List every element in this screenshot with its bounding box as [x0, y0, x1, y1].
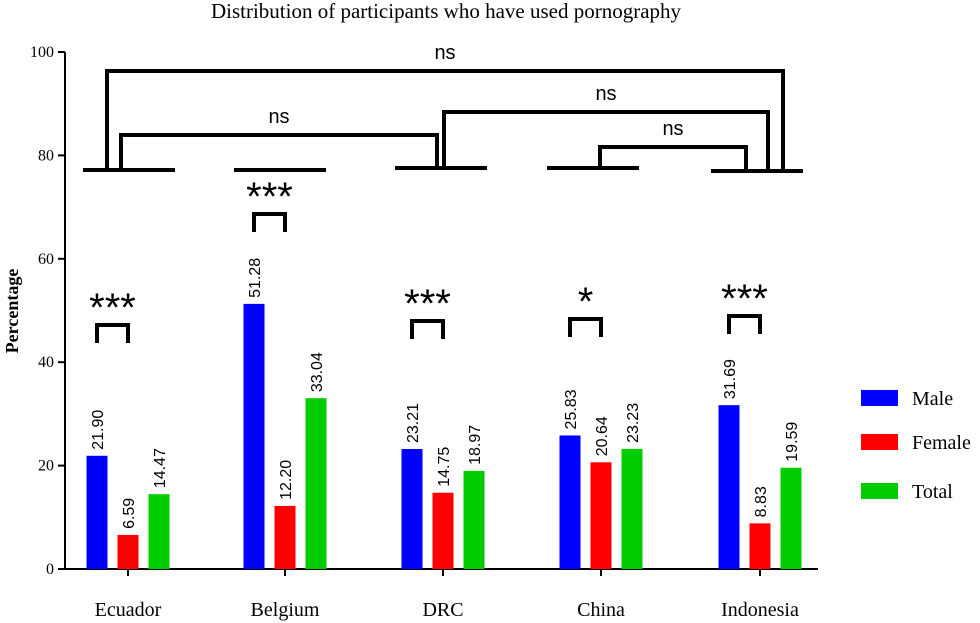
legend-label-female: Female: [912, 432, 971, 454]
data-label: 20.64: [594, 416, 611, 456]
within-sig-label: *: [578, 280, 594, 324]
axes: 0 20 40 60 80 100 Ecuador Belgium DRC China Indone…: [30, 44, 818, 621]
bar-female: [274, 505, 296, 569]
y-tick-label: 100: [30, 44, 54, 61]
legend: Male Female Total: [861, 388, 971, 503]
chart-title: Distribution of participants who have us…: [211, 0, 682, 23]
y-tick-label: 60: [38, 251, 54, 268]
within-sig-label: ***: [721, 277, 768, 321]
legend-swatch-total: [861, 483, 898, 499]
data-label: 31.69: [722, 359, 739, 399]
x-tick-label: Indonesia: [721, 599, 799, 621]
x-tick-label: DRC: [422, 599, 463, 621]
bar-female: [590, 462, 612, 569]
y-axis-title: Percentage: [2, 269, 22, 354]
data-label: 12.20: [278, 460, 295, 500]
within-sig-label: ***: [89, 286, 136, 330]
bar-total: [148, 494, 170, 569]
between-sig-label: ns: [595, 83, 616, 105]
x-tick-label: China: [577, 599, 625, 621]
data-label: 6.59: [121, 498, 138, 529]
x-tick-label: Ecuador: [95, 599, 162, 621]
bar-female: [117, 534, 139, 569]
bar-male: [718, 405, 740, 569]
data-label: 33.04: [309, 352, 326, 392]
y-tick-label: 40: [38, 354, 54, 371]
bar-total: [621, 448, 643, 569]
within-sig-label: ***: [246, 175, 293, 219]
bar-male: [243, 303, 265, 569]
bar-female: [432, 492, 454, 569]
x-tick-label: Belgium: [251, 599, 320, 621]
data-label: 14.75: [436, 447, 453, 487]
data-label: 51.28: [247, 258, 264, 298]
legend-label-male: Male: [912, 388, 953, 410]
bar-male: [559, 435, 581, 569]
between-sig-label: ns: [662, 118, 683, 140]
between-sig-label: ns: [434, 42, 455, 64]
bar-male: [401, 449, 423, 569]
y-tick-label: 0: [46, 561, 54, 578]
y-tick-label: 20: [38, 458, 54, 475]
y-tick-label: 80: [38, 147, 54, 164]
data-label: 19.59: [784, 422, 801, 462]
bar-male: [86, 455, 108, 569]
bar-total: [305, 398, 327, 569]
bar-female: [749, 523, 771, 569]
data-label: 8.83: [753, 486, 770, 517]
within-sig-label: ***: [404, 282, 451, 326]
legend-swatch-female: [861, 434, 898, 450]
data-label: 23.23: [625, 403, 642, 443]
legend-label-total: Total: [912, 481, 953, 503]
bars-group: 21.90 6.59 14.47 51.28 12.20 33.04 23.21 14.75 1…: [86, 258, 802, 569]
data-label: 21.90: [90, 410, 107, 450]
legend-swatch-male: [861, 390, 898, 406]
data-label: 18.97: [467, 425, 484, 465]
between-sig-label: ns: [268, 106, 289, 128]
bar-total: [780, 467, 802, 569]
data-label: 25.83: [563, 389, 580, 429]
bar-total: [463, 470, 485, 569]
data-label: 23.21: [405, 403, 422, 443]
data-label: 14.47: [152, 448, 169, 488]
